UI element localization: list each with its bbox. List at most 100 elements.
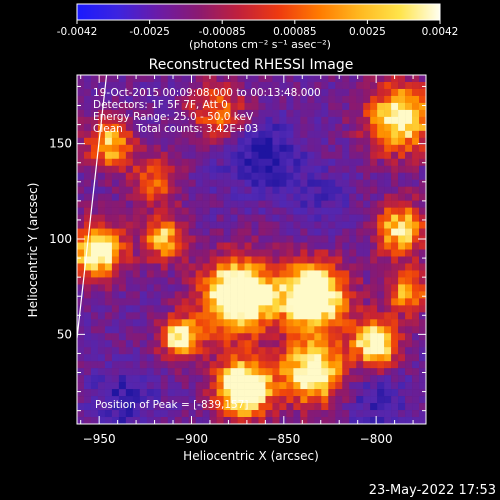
heatmap-cell (251, 270, 259, 278)
heatmap-cell (230, 172, 238, 180)
heatmap-cell (377, 291, 385, 299)
heatmap-cell (279, 361, 287, 369)
heatmap-cell (363, 193, 371, 201)
colorbar-tick-label: -0.0042 (57, 26, 98, 38)
heatmap-cell (195, 81, 203, 90)
heatmap-cell (230, 284, 238, 292)
heatmap-cell (174, 207, 182, 215)
heatmap-cell (146, 305, 155, 313)
heatmap-cell (230, 305, 238, 313)
heatmap-cell (363, 102, 371, 111)
heatmap-cell (118, 88, 127, 97)
heatmap-cell (335, 179, 343, 187)
heatmap-cell (77, 347, 85, 355)
heatmap-cell (195, 284, 203, 292)
heatmap-cell (174, 347, 182, 355)
heatmap-cell (139, 144, 148, 153)
heatmap-cell (370, 221, 378, 229)
heatmap-cell (97, 151, 106, 160)
heatmap-cell (342, 256, 350, 264)
heatmap-cell (77, 242, 85, 250)
heatmap-cell (321, 382, 329, 390)
heatmap-cell (125, 354, 134, 362)
heatmap-cell (118, 298, 127, 306)
heatmap-cell (335, 375, 343, 383)
info-line-time: 19-Oct-2015 00:09:08.000 to 00:13:48.000 (93, 87, 321, 99)
heatmap-cell (328, 151, 336, 160)
heatmap-cell (188, 228, 196, 236)
heatmap-cell (335, 333, 343, 341)
heatmap-cell (321, 291, 329, 299)
heatmap-cell (111, 256, 120, 264)
heatmap-cell (279, 396, 287, 404)
heatmap-cell (188, 249, 196, 257)
heatmap-cell (272, 186, 280, 194)
heatmap-cell (223, 95, 231, 104)
heatmap-cell (258, 417, 266, 424)
heatmap-cell (398, 165, 406, 174)
heatmap-cell (321, 242, 329, 250)
heatmap-cell (314, 382, 322, 390)
heatmap-cell (279, 81, 287, 90)
heatmap-cell (279, 382, 287, 390)
heatmap-cell (377, 368, 385, 376)
heatmap-cell (216, 298, 224, 306)
heatmap-cell (279, 165, 287, 174)
heatmap-cell (328, 361, 336, 369)
heatmap-cell (258, 221, 266, 229)
heatmap-cell (97, 340, 106, 348)
heatmap-cell (97, 389, 106, 397)
heatmap-cell (405, 361, 413, 369)
heatmap-cell (356, 298, 364, 306)
heatmap-cell (370, 263, 378, 271)
heatmap-cell (258, 389, 266, 397)
heatmap-cell (265, 333, 273, 341)
heatmap-cell (349, 291, 357, 299)
heatmap-cell (412, 75, 420, 83)
heatmap-cell (244, 368, 252, 376)
heatmap-cell (188, 116, 196, 125)
heatmap-cell (293, 403, 301, 411)
heatmap-cell (153, 326, 162, 334)
heatmap-cell (167, 270, 176, 278)
heatmap-cell (125, 137, 134, 146)
heatmap-cell (391, 144, 399, 153)
heatmap-cell (391, 123, 399, 132)
heatmap-cell (265, 417, 273, 424)
heatmap-cell (412, 368, 420, 376)
heatmap-cell (77, 312, 85, 320)
heatmap-cell (349, 207, 357, 215)
heatmap-cell (97, 382, 106, 390)
heatmap-cell (153, 193, 162, 201)
heatmap-cell (342, 144, 350, 153)
heatmap-cell (335, 88, 343, 97)
heatmap-cell (300, 123, 308, 132)
heatmap-cell (216, 165, 224, 174)
heatmap-cell (405, 312, 413, 320)
heatmap-cell (97, 333, 106, 341)
heatmap-cell (419, 249, 426, 257)
heatmap-cell (146, 319, 155, 327)
heatmap-cell (160, 284, 169, 292)
heatmap-cell (174, 263, 182, 271)
heatmap-cell (412, 277, 420, 285)
heatmap-cell (104, 123, 113, 132)
heatmap-cell (356, 389, 364, 397)
heatmap-cell (90, 382, 99, 390)
heatmap-cell (160, 193, 169, 201)
heatmap-cell (272, 151, 280, 160)
heatmap-cell (181, 298, 189, 306)
heatmap-cell (90, 298, 99, 306)
heatmap-cell (377, 242, 385, 250)
heatmap-cell (216, 333, 224, 341)
heatmap-cell (405, 228, 413, 236)
heatmap-cell (370, 354, 378, 362)
heatmap-cell (349, 305, 357, 313)
heatmap-cell (167, 340, 176, 348)
heatmap-cell (342, 116, 350, 125)
heatmap-cell (146, 277, 155, 285)
heatmap-cell (356, 165, 364, 174)
heatmap-cell (349, 263, 357, 271)
heatmap-cell (335, 137, 343, 146)
heatmap-cell (104, 305, 113, 313)
